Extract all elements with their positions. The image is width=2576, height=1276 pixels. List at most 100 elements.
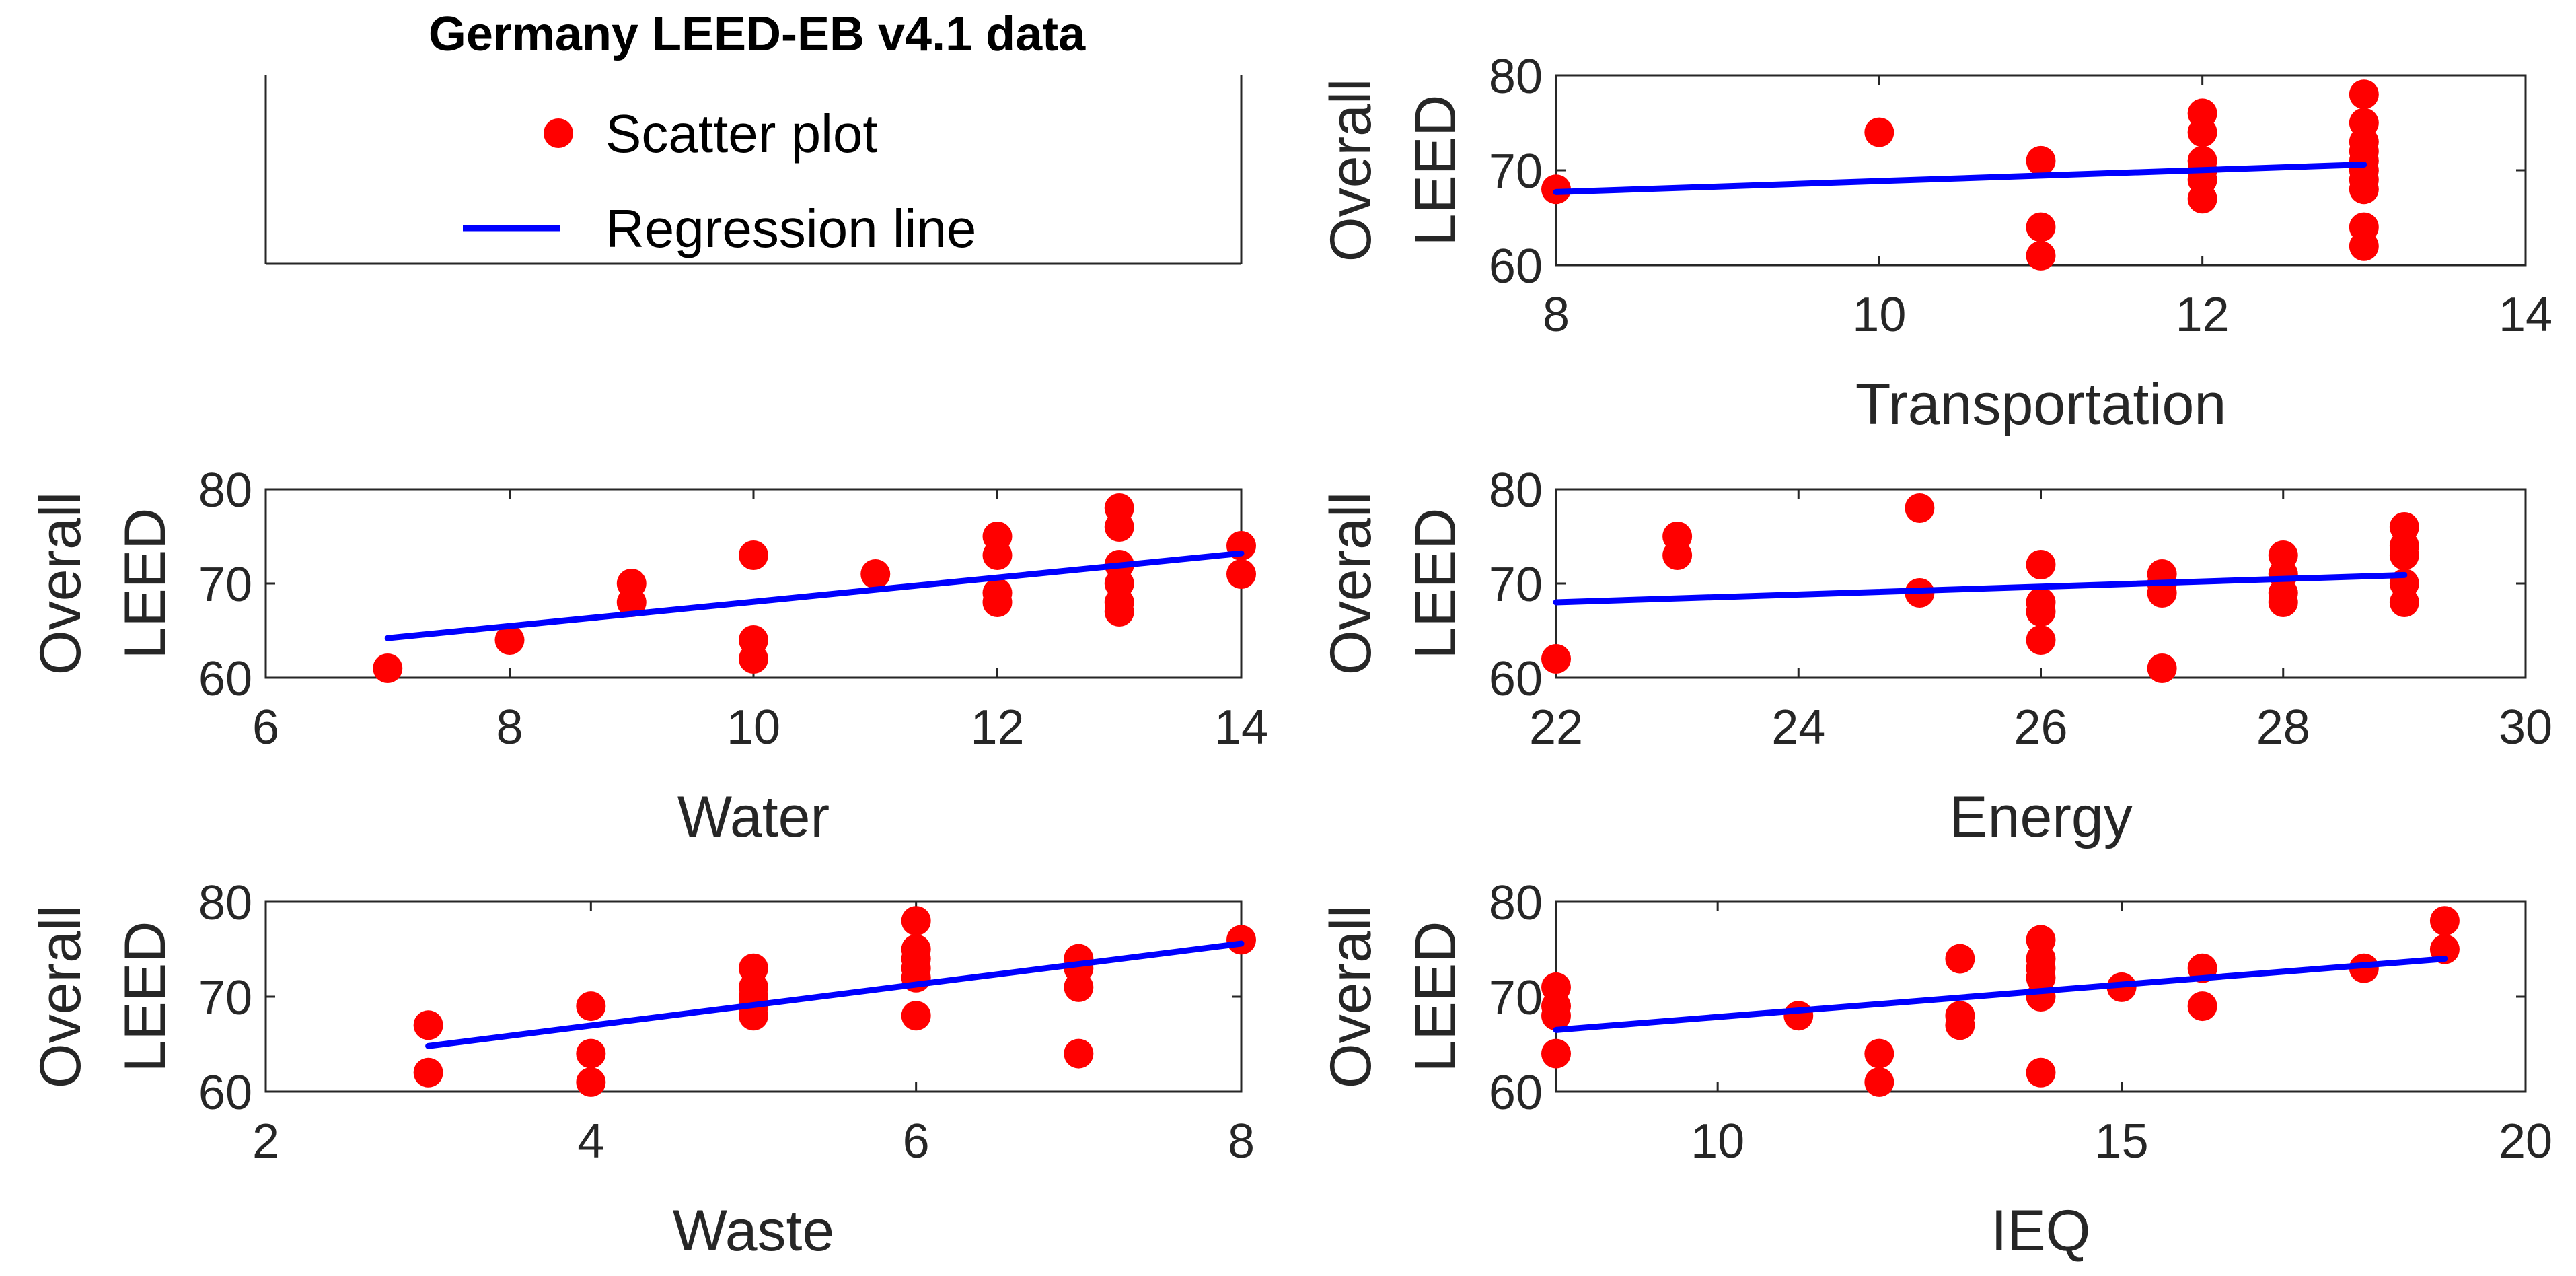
water-xtick-label: 6	[252, 701, 279, 754]
transportation-xtick-label: 10	[1852, 288, 1906, 342]
panel-waste: 2 4 6 8 60 70 80 Waste Overall LEED	[28, 876, 1256, 1263]
energy-ytick-label: 80	[1489, 464, 1543, 518]
waste-ytick-label: 60	[198, 1066, 252, 1120]
waste-ylabel-line2: LEED	[113, 921, 178, 1073]
energy-ytick-label: 70	[1489, 558, 1543, 612]
water-scatter-point	[616, 588, 647, 617]
waste-xtick-label: 8	[1228, 1114, 1255, 1168]
transportation-scatter-point	[2026, 240, 2056, 271]
water-scatter-point	[373, 653, 403, 683]
waste-scatter-point	[413, 1057, 443, 1088]
ieq-scatter-point	[1541, 1038, 1571, 1069]
transportation-scatter-point	[1864, 117, 1894, 147]
energy-scatter-point	[1905, 493, 1935, 523]
legend-scatter-label: Scatter plot	[605, 104, 878, 164]
ieq-ytick-label: 70	[1489, 971, 1543, 1025]
water-regression-line	[384, 550, 1245, 641]
waste-scatter-point	[413, 1010, 443, 1040]
transportation-scatter-point	[2187, 184, 2217, 214]
transportation-regression-line	[1553, 162, 2367, 195]
ieq-scatter-point	[2187, 991, 2217, 1022]
waste-scatter-point	[901, 906, 931, 936]
water-scatter-point	[1226, 559, 1256, 589]
ieq-scatter-point	[1864, 1038, 1894, 1069]
transportation-ytick-label: 80	[1489, 50, 1543, 104]
water-scatter-point	[739, 540, 768, 570]
ieq-scatter-point	[1945, 944, 1975, 974]
ieq-regression-line	[1553, 956, 2448, 1033]
energy-scatter-point	[2268, 588, 2298, 617]
energy-scatter-point	[2026, 597, 2056, 627]
waste-xtick-label: 2	[252, 1114, 279, 1168]
ieq-scatter-point	[1541, 1001, 1571, 1031]
energy-scatter-point	[1662, 540, 1693, 570]
legend-scatter-marker	[544, 118, 573, 148]
waste-scatter-point	[1064, 1038, 1094, 1069]
energy-xtick-label: 26	[2014, 701, 2067, 754]
energy-xlabel: Energy	[1949, 785, 2133, 849]
transportation-xtick-label: 8	[1543, 288, 1570, 342]
water-scatter-point	[1104, 512, 1134, 542]
transportation-xlabel: Transportation	[1855, 372, 2226, 437]
water-scatter-point	[982, 588, 1013, 617]
ieq-xlabel: IEQ	[1991, 1199, 2090, 1263]
scatter-panels: 8 10 12 14 60 70 80 Transportation Overall LEED 6 8…	[28, 50, 2552, 1263]
transportation-scatter-point	[2026, 212, 2056, 242]
legend-regression-label: Regression line	[605, 199, 976, 258]
water-ytick-label: 60	[198, 652, 252, 706]
transportation-ytick-label: 70	[1489, 145, 1543, 199]
waste-xlabel: Waste	[673, 1199, 835, 1263]
energy-ylabel-line2: LEED	[1403, 508, 1468, 660]
energy-scatter-point	[1541, 644, 1571, 674]
ieq-scatter-point	[2026, 982, 2056, 1012]
panel-transportation: 8 10 12 14 60 70 80 Transportation Overall LEED	[1319, 50, 2552, 437]
transportation-scatter-point	[2349, 231, 2379, 261]
water-xlabel: Water	[677, 785, 830, 849]
water-scatter-point	[739, 644, 768, 674]
waste-ylabel-line1: Overall	[28, 905, 93, 1088]
waste-scatter-point	[1064, 972, 1094, 1002]
transportation-xtick-label: 12	[2176, 288, 2230, 342]
transportation-scatter-point	[2187, 117, 2217, 147]
waste-xtick-label: 4	[577, 1114, 604, 1168]
panel-ieq: 10 15 20 60 70 80 IEQ Overall LEED	[1319, 876, 2552, 1263]
energy-scatter-point	[2026, 625, 2056, 655]
panel-energy: 22 24 26 28 30 60 70 80 Energy Overall LEED	[1319, 464, 2552, 849]
water-ytick-label: 70	[198, 558, 252, 612]
water-xtick-label: 8	[496, 701, 523, 754]
legend: Scatter plot Regression line	[264, 75, 1243, 265]
ieq-scatter-point	[2026, 1057, 2056, 1088]
water-ylabel-line1: Overall	[28, 492, 93, 675]
waste-ytick-label: 70	[198, 971, 252, 1025]
ieq-xtick-label: 20	[2499, 1114, 2552, 1168]
water-scatter-point	[982, 540, 1013, 570]
waste-ytick-label: 80	[198, 876, 252, 930]
energy-scatter-point	[2147, 653, 2177, 683]
waste-scatter-point	[576, 991, 606, 1022]
waste-scatter-point	[576, 1067, 606, 1097]
energy-regression-line	[1553, 571, 2408, 606]
water-ytick-label: 80	[198, 464, 252, 518]
energy-xtick-label: 22	[1529, 701, 1583, 754]
energy-ytick-label: 60	[1489, 652, 1543, 706]
water-xtick-label: 14	[1214, 701, 1268, 754]
transportation-scatter-point	[2349, 79, 2379, 110]
energy-scatter-point	[2389, 588, 2419, 617]
water-xtick-label: 10	[727, 701, 780, 754]
water-xtick-label: 12	[970, 701, 1024, 754]
waste-regression-line	[425, 940, 1245, 1049]
waste-xtick-label: 6	[903, 1114, 930, 1168]
transportation-scatter-point	[2349, 174, 2379, 205]
ieq-ytick-label: 60	[1489, 1066, 1543, 1120]
transportation-ytick-label: 60	[1489, 240, 1543, 293]
panel-water: 6 8 10 12 14 60 70 80 Water Overall LEED	[28, 464, 1268, 849]
water-scatter-point	[494, 625, 525, 655]
water-scatter-point	[1104, 597, 1134, 627]
energy-ylabel-line1: Overall	[1319, 492, 1383, 675]
ieq-scatter-point	[1945, 1010, 1975, 1040]
ieq-ylabel-line1: Overall	[1319, 905, 1383, 1088]
energy-scatter-point	[2026, 550, 2056, 579]
waste-scatter-point	[1226, 925, 1256, 955]
transportation-ylabel-line1: Overall	[1319, 79, 1383, 262]
